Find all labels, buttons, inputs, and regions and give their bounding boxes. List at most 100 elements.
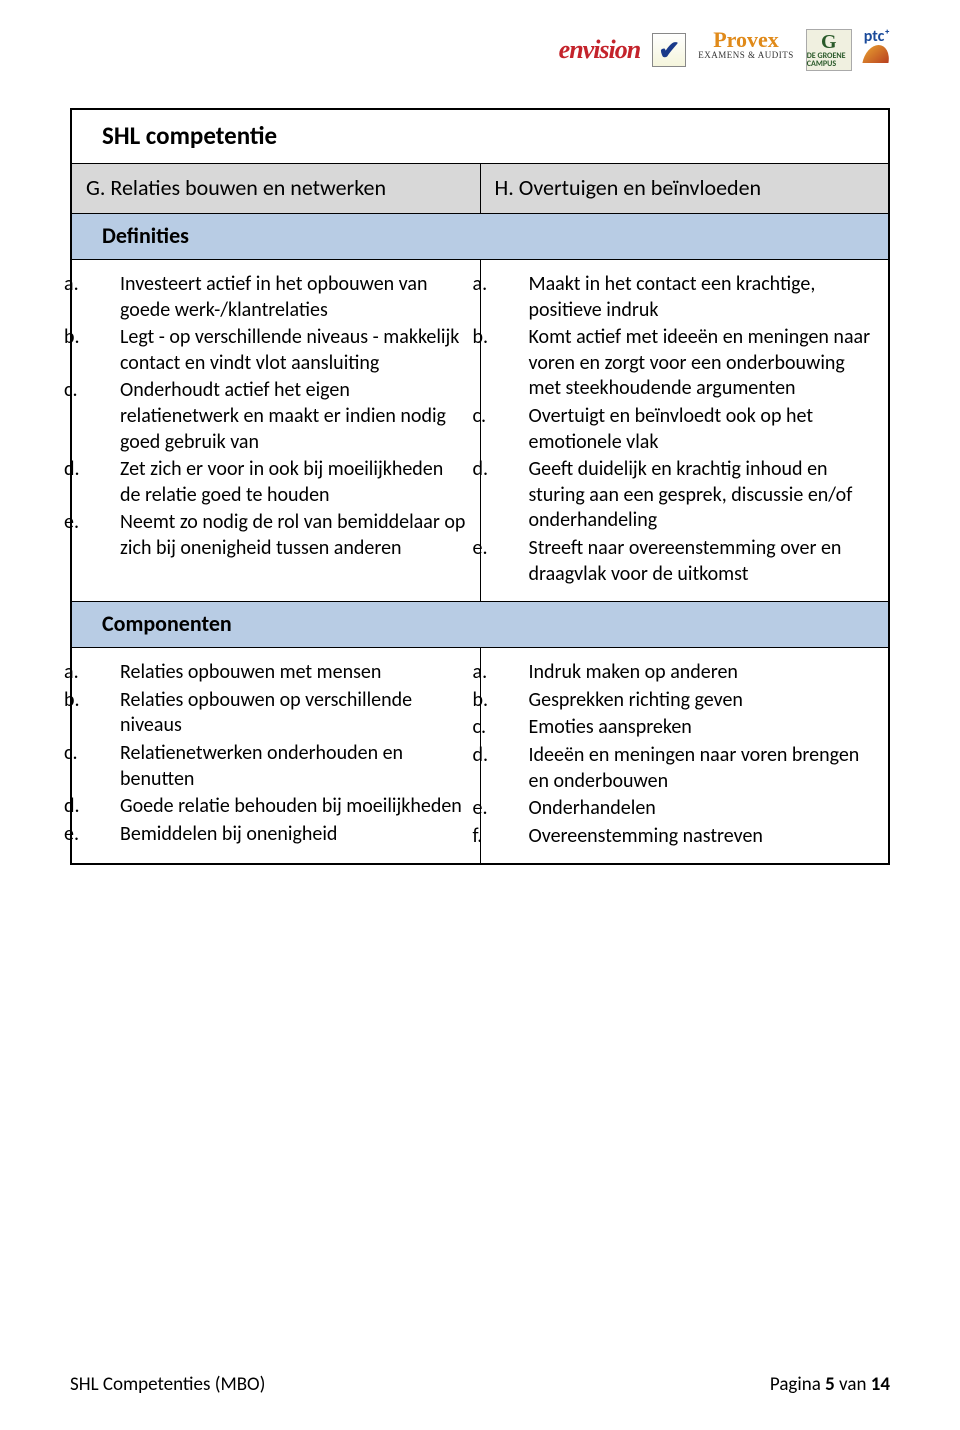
footer-right-text: Pagina 5 van 14 <box>770 1373 890 1396</box>
list-item: d.Ideeën en meningen naar voren brengen … <box>529 743 875 794</box>
table-title: SHL competentie <box>71 109 889 164</box>
list-item: e.Bemiddelen bij onenigheid <box>120 822 466 848</box>
list-item: a.Relaties opbouwen met mensen <box>120 660 466 686</box>
list-item-marker: b. <box>92 688 120 714</box>
list-item: c.Emoties aanspreken <box>529 715 875 741</box>
page-footer: SHL Competenties (MBO) Pagina 5 van 14 <box>70 1373 890 1396</box>
logo-checkmark-icon: ✔ <box>652 33 686 67</box>
list-item-marker: d. <box>92 457 120 483</box>
list-item-marker: d. <box>92 794 120 820</box>
list-item: e.Streeft naar overeenstemming over en d… <box>529 536 875 587</box>
list-item-text: Goede relatie behouden bij moeilijkheden <box>120 794 462 818</box>
list-item-text: Gesprekken richting geven <box>529 688 743 712</box>
list-item-marker: e. <box>92 822 120 848</box>
list-item-marker: c. <box>501 715 529 741</box>
list-item-marker: d. <box>501 457 529 483</box>
list-item-text: Neemt zo nodig de rol van bemiddelaar op… <box>120 510 465 560</box>
column-h-header: H. Overtuigen en beïnvloeden <box>480 164 889 214</box>
logo-ptc-icon <box>862 45 891 63</box>
componenten-left-cell: a.Relaties opbouwen met mensenb.Relaties… <box>71 648 480 865</box>
list-item-text: Komt actief met ideeën en meningen naar … <box>529 325 871 400</box>
list-item-marker: a. <box>501 660 529 686</box>
list-item-marker: e. <box>501 796 529 822</box>
definities-left-cell: a.Investeert actief in het opbouwen van … <box>71 260 480 602</box>
list-item-text: Maakt in het contact een krachtige, posi… <box>529 272 816 322</box>
list-item-text: Bemiddelen bij onenigheid <box>120 822 337 846</box>
list-item-text: Streeft naar overeenstemming over en dra… <box>529 536 842 586</box>
componenten-right-cell: a.Indruk maken op anderenb.Gesprekken ri… <box>480 648 889 865</box>
componenten-left-list: a.Relaties opbouwen met mensenb.Relaties… <box>86 660 466 847</box>
logo-groene-sub: DE GROENE CAMPUS <box>807 52 851 68</box>
list-item-marker: a. <box>92 272 120 298</box>
definities-right-cell: a.Maakt in het contact een krachtige, po… <box>480 260 889 602</box>
list-item-text: Legt - op verschillende niveaus - makkel… <box>120 325 459 375</box>
list-item-text: Geeft duidelijk en krachtig inhoud en st… <box>529 457 853 532</box>
list-item-text: Relaties opbouwen op verschillende nivea… <box>120 688 412 738</box>
logo-provex: Provex EXAMENS & AUDITS <box>698 29 794 71</box>
list-item: b.Komt actief met ideeën en meningen naa… <box>529 325 875 402</box>
list-item: b.Relaties opbouwen op verschillende niv… <box>120 688 466 739</box>
section-definities-header: Definities <box>71 214 889 260</box>
header-logos: envision ✔ Provex EXAMENS & AUDITS G DE … <box>70 22 890 78</box>
list-item-text: Indruk maken op anderen <box>529 660 738 684</box>
logo-groene-letter: G <box>821 32 837 52</box>
list-item: d.Zet zich er voor in ook bij moeilijkhe… <box>120 457 466 508</box>
footer-mid: van <box>835 1373 871 1396</box>
competency-table: SHL competentie G. Relaties bouwen en ne… <box>70 108 890 865</box>
footer-left-text: SHL Competenties (MBO) <box>70 1373 265 1396</box>
list-item: a.Indruk maken op anderen <box>529 660 875 686</box>
list-item-text: Onderhoudt actief het eigen relatienetwe… <box>120 378 446 453</box>
componenten-right-list: a.Indruk maken op anderenb.Gesprekken ri… <box>495 660 875 849</box>
list-item: f.Overeenstemming nastreven <box>529 824 875 850</box>
list-item-marker: b. <box>501 325 529 351</box>
list-item-marker: b. <box>501 688 529 714</box>
list-item-marker: c. <box>501 404 529 430</box>
list-item: c.Relatienetwerken onderhouden en benutt… <box>120 741 466 792</box>
list-item: c.Overtuigt en beïnvloedt ook op het emo… <box>529 404 875 455</box>
list-item: d.Geeft duidelijk en krachtig inhoud en … <box>529 457 875 534</box>
logo-ptc: ptc⁺ <box>864 29 890 71</box>
logo-provex-subtitle: EXAMENS & AUDITS <box>698 51 794 60</box>
list-item: d.Goede relatie behouden bij moeilijkhed… <box>120 794 466 820</box>
list-item-text: Onderhandelen <box>529 796 656 820</box>
column-g-text: Relaties bouwen en netwerken <box>110 174 386 201</box>
list-item: e.Neemt zo nodig de rol van bemiddelaar … <box>120 510 466 561</box>
logo-ptc-text: ptc⁺ <box>864 29 890 45</box>
list-item-marker: a. <box>92 660 120 686</box>
column-g-letter: G. <box>86 174 105 201</box>
list-item-marker: e. <box>92 510 120 536</box>
column-h-letter: H. <box>495 174 514 201</box>
list-item-marker: e. <box>501 536 529 562</box>
list-item-text: Emoties aanspreken <box>529 715 692 739</box>
logo-envision: envision <box>559 29 641 71</box>
list-item-text: Overeenstemming nastreven <box>529 824 763 848</box>
column-h-text: Overtuigen en beïnvloeden <box>519 174 761 201</box>
list-item-marker: d. <box>501 743 529 769</box>
logo-groene-campus: G DE GROENE CAMPUS <box>806 29 852 71</box>
list-item: e.Onderhandelen <box>529 796 875 822</box>
section-componenten-header: Componenten <box>71 602 889 648</box>
column-g-header: G. Relaties bouwen en netwerken <box>71 164 480 214</box>
list-item: a.Maakt in het contact een krachtige, po… <box>529 272 875 323</box>
logo-provex-text: Provex <box>713 29 779 51</box>
footer-page-total: 14 <box>871 1373 890 1396</box>
footer-page-number: 5 <box>825 1373 835 1396</box>
definities-left-list: a.Investeert actief in het opbouwen van … <box>86 272 466 562</box>
document-page: envision ✔ Provex EXAMENS & AUDITS G DE … <box>0 0 960 1430</box>
list-item-marker: c. <box>92 378 120 404</box>
list-item-marker: f. <box>501 824 529 850</box>
list-item-marker: c. <box>92 741 120 767</box>
list-item-text: Relaties opbouwen met mensen <box>120 660 381 684</box>
list-item-text: Ideeën en meningen naar voren brengen en… <box>529 743 860 793</box>
list-item: b.Legt - op verschillende niveaus - makk… <box>120 325 466 376</box>
footer-prefix: Pagina <box>770 1373 825 1396</box>
list-item-text: Overtuigt en beïnvloedt ook op het emoti… <box>529 404 814 454</box>
definities-right-list: a.Maakt in het contact een krachtige, po… <box>495 272 875 587</box>
list-item-text: Zet zich er voor in ook bij moeilijkhede… <box>120 457 443 507</box>
list-item: c.Onderhoudt actief het eigen relatienet… <box>120 378 466 455</box>
list-item-text: Investeert actief in het opbouwen van go… <box>120 272 428 322</box>
list-item: b.Gesprekken richting geven <box>529 688 875 714</box>
list-item-marker: b. <box>92 325 120 351</box>
list-item-marker: a. <box>501 272 529 298</box>
list-item-text: Relatienetwerken onderhouden en benutten <box>120 741 403 791</box>
